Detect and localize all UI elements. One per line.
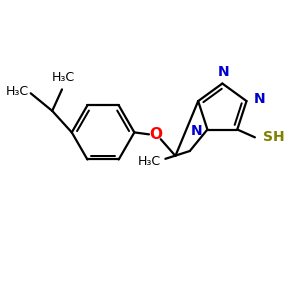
Text: N: N	[191, 124, 203, 139]
Text: H₃C: H₃C	[6, 85, 29, 98]
Text: SH: SH	[263, 130, 284, 144]
Text: H₃C: H₃C	[137, 155, 160, 168]
Text: N: N	[254, 92, 265, 106]
Text: O: O	[149, 127, 162, 142]
Text: N: N	[218, 64, 229, 79]
Text: H₃C: H₃C	[51, 70, 74, 83]
